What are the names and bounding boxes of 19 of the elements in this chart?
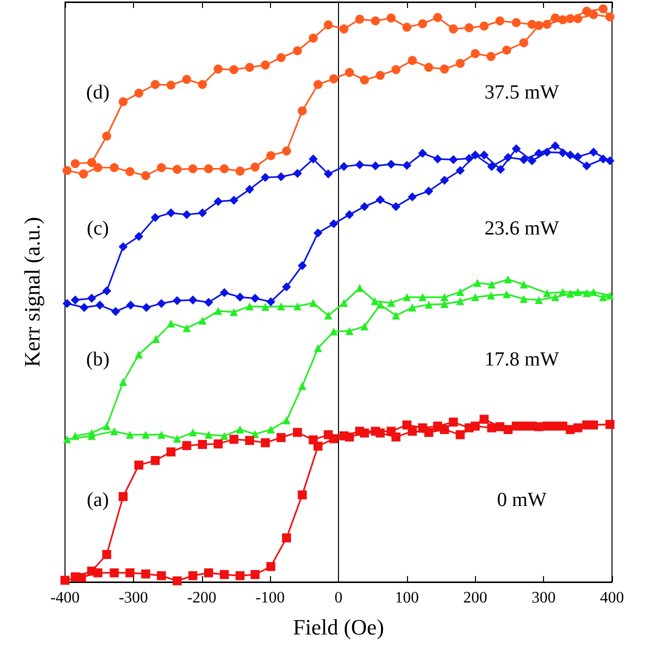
x-tick-label: -400	[50, 590, 80, 606]
x-tick-label: -300	[118, 590, 148, 606]
x-tick-label: 100	[394, 590, 419, 606]
annotation: (b)	[86, 348, 110, 370]
y-axis-title: Kerr signal (a.u.)	[20, 216, 44, 368]
annotation: (a)	[86, 489, 109, 512]
x-tick-label: 0	[334, 590, 342, 606]
x-tick-label: 400	[600, 590, 624, 606]
x-axis-title: Field (Oe)	[292, 614, 384, 640]
annotation: 37.5 mW	[484, 81, 560, 104]
x-tick-label: 300	[532, 590, 556, 606]
x-tick-label: -100	[255, 590, 285, 606]
x-tick-label: -200	[187, 590, 216, 606]
annotation: 0 mW	[497, 489, 547, 512]
annotation: 17.8 mW	[484, 348, 560, 370]
annotation: (d)	[86, 81, 110, 104]
annotation: (c)	[86, 218, 109, 240]
x-tick-label: 200	[463, 590, 488, 606]
annotation: 23.6 mW	[484, 218, 560, 240]
